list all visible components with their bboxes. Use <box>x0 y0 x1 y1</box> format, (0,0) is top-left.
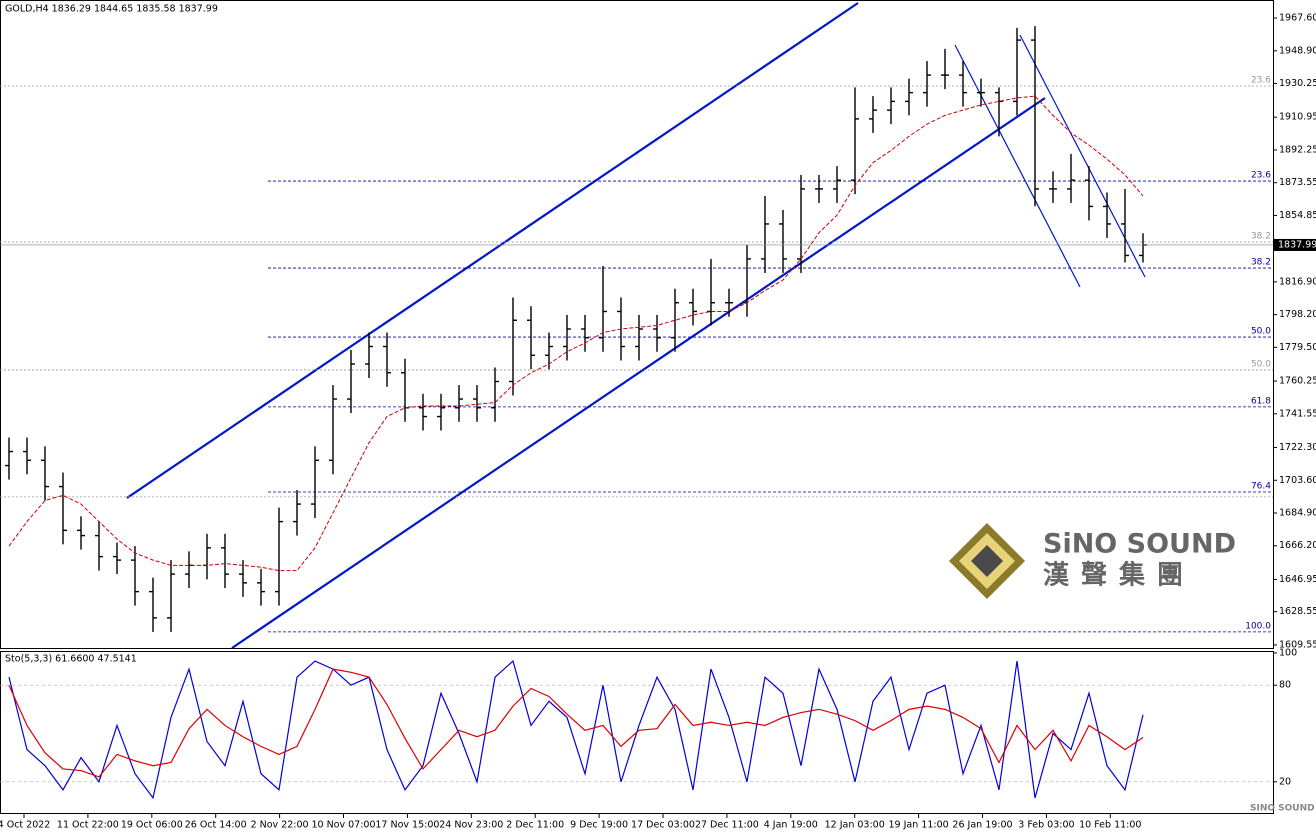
x-tick-label: 9 Dec 19:00 <box>570 820 628 831</box>
x-tick-label: 17 Nov 15:00 <box>375 820 439 831</box>
fib-label: 23.6 <box>1251 75 1271 85</box>
x-tick-label: 10 Feb 11:00 <box>1079 820 1141 831</box>
price-pane <box>0 0 1274 649</box>
fib-label: 23.6 <box>1251 171 1271 181</box>
y-tick-label: 1646.95 <box>1279 574 1316 585</box>
y-tick-label: 1798.20 <box>1279 309 1316 320</box>
chart-title: GOLD,H4 1836.29 1844.65 1835.58 1837.99 <box>5 4 218 15</box>
fib-label: 38.2 <box>1251 258 1271 268</box>
x-tick-label: 3 Feb 03:00 <box>1018 820 1074 831</box>
y-tick-label: 1722.30 <box>1279 442 1316 453</box>
y-tick-label: 1628.55 <box>1279 606 1316 617</box>
y-tick-label: 1910.95 <box>1279 112 1316 123</box>
y-tick-label: 1666.20 <box>1279 540 1316 551</box>
logo-subtitle: 漢聲集團 <box>1043 560 1195 591</box>
y-tick-label: 1684.90 <box>1279 508 1316 519</box>
fib-label: 76.4 <box>1251 481 1271 491</box>
y-tick-label: 1609.55 <box>1279 639 1316 650</box>
y-tick-label: 1760.25 <box>1279 376 1316 387</box>
x-tick-label: 19 Jan 11:00 <box>889 820 949 831</box>
y-tick-label: 1779.50 <box>1279 342 1316 353</box>
x-tick-label: 4 Oct 2022 <box>0 820 50 831</box>
current-price-box <box>1274 238 1316 251</box>
stochastic-line <box>8 659 1144 800</box>
x-tick-label: 2 Nov 22:00 <box>251 820 309 831</box>
x-tick-label: 2 Dec 11:00 <box>506 820 564 831</box>
y-tick-label: 1816.90 <box>1279 276 1316 287</box>
y-tick-label: 1741.55 <box>1279 408 1316 419</box>
current-price-label: 1837.99 <box>1278 239 1316 250</box>
y-tick-label: 1948.90 <box>1279 45 1316 56</box>
y-tick-label: 1854.85 <box>1279 210 1316 221</box>
fib-label: 38.2 <box>1251 231 1271 241</box>
channel-upper <box>126 2 859 499</box>
logo: SiNO SOUND 漢聲集團 SINO SOUND <box>949 523 1315 814</box>
y-tick-label: 1967.60 <box>1279 13 1316 24</box>
channel-lines <box>126 2 1146 649</box>
y-tick-label: 1703.60 <box>1279 475 1316 486</box>
y-tick-label: 80 <box>1279 680 1291 691</box>
x-tick-label: 11 Oct 22:00 <box>57 820 119 831</box>
y-tick-label: 100 <box>1279 648 1297 659</box>
y-tick-label: 1892.25 <box>1279 144 1316 155</box>
logo-watermark: SINO SOUND <box>1250 804 1315 814</box>
x-tick-label: 24 Nov 23:00 <box>439 820 503 831</box>
fib-label: 61.8 <box>1251 396 1271 406</box>
y-tick-label: 1873.55 <box>1279 177 1316 188</box>
x-tick-label: 17 Dec 03:00 <box>631 820 695 831</box>
down-channel-upper <box>1019 34 1146 278</box>
x-tick-label: 19 Oct 06:00 <box>121 820 183 831</box>
moving-average <box>8 95 1144 572</box>
logo-diamond-core <box>971 545 1003 577</box>
fib-label: 50.0 <box>1251 327 1271 337</box>
fib-label: 50.0 <box>1251 359 1271 369</box>
down-channel-lower <box>954 44 1081 288</box>
x-tick-label: 27 Dec 11:00 <box>695 820 759 831</box>
y-tick-label: 1930.25 <box>1279 78 1316 89</box>
x-tick-label: 26 Jan 19:00 <box>952 820 1012 831</box>
x-tick-label: 4 Jan 19:00 <box>764 820 818 831</box>
channel-lower <box>231 97 1046 649</box>
logo-name: SiNO SOUND <box>1043 529 1236 560</box>
fib-label: 100.0 <box>1245 621 1271 631</box>
y-tick-label: 20 <box>1279 776 1291 787</box>
stochastic-line <box>8 668 1144 778</box>
indicator-title: Sto(5,3,3) 61.6600 47.5141 <box>5 654 137 665</box>
x-tick-label: 26 Oct 14:00 <box>185 820 247 831</box>
x-tick-label: 12 Jan 03:00 <box>825 820 885 831</box>
x-tick-label: 10 Nov 07:00 <box>311 820 375 831</box>
